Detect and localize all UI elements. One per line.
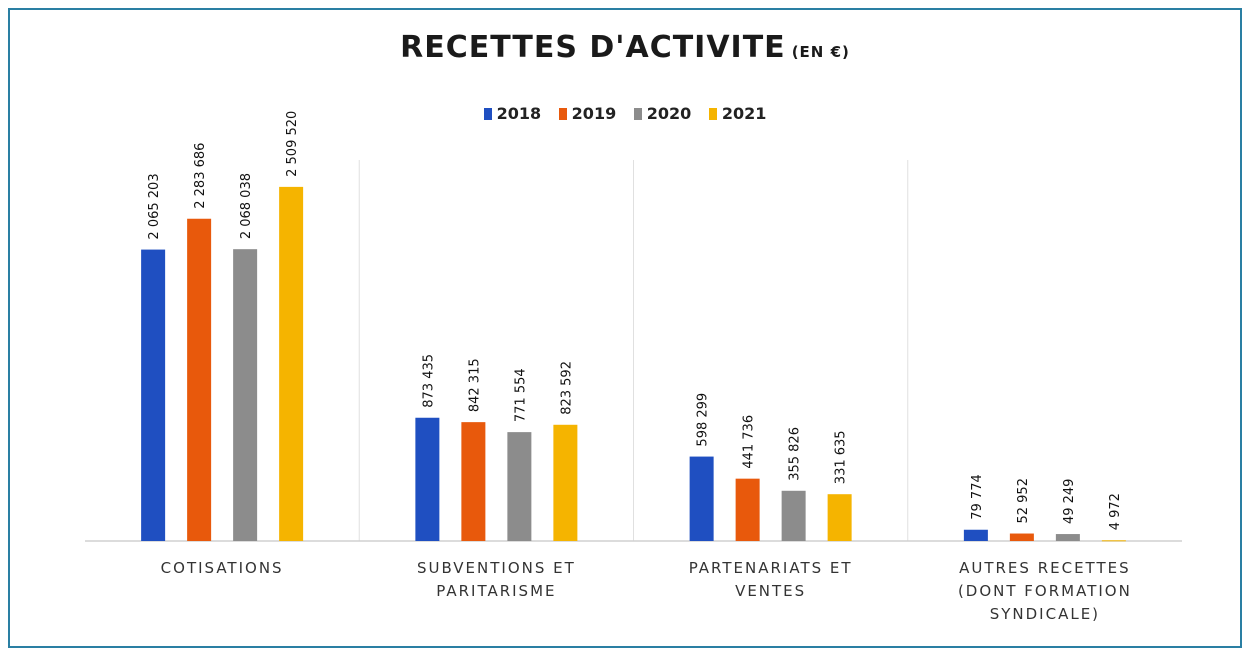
data-label: 52 952	[1016, 478, 1031, 524]
legend-label: 2020	[646, 104, 692, 123]
bar-2018	[963, 529, 988, 541]
legend-swatch	[633, 108, 642, 120]
bar-chart-svg: 2 065 203 2 283 686 2 068 038 2 509 520 COTI…	[85, 111, 1182, 623]
bar-2021	[279, 186, 304, 541]
bar-2019	[735, 478, 760, 541]
legend-label: 2021	[721, 104, 767, 123]
bar-2019	[187, 218, 212, 542]
legend-label: 2018	[496, 104, 542, 123]
bar-2020	[1055, 534, 1080, 541]
chart-legend: 2018 2019 2020 2021	[0, 104, 1250, 123]
legend-item-2018: 2018	[483, 104, 542, 123]
bar-2021	[553, 424, 578, 541]
data-label: 2 509 520	[285, 111, 300, 177]
category-label: PARITARISME	[436, 582, 556, 600]
bar-2021	[827, 494, 852, 541]
category-label: SYNDICALE)	[990, 605, 1100, 623]
bar-2018	[141, 249, 166, 541]
data-label: 355 826	[788, 427, 803, 481]
data-label: 441 736	[742, 415, 757, 469]
data-label: 2 065 203	[147, 173, 162, 239]
bar-2020	[781, 490, 806, 541]
category-label: VENTES	[735, 582, 806, 600]
legend-label: 2019	[571, 104, 617, 123]
chart-title-main: RECETTES D'ACTIVITE	[400, 30, 786, 65]
data-label: 79 774	[970, 474, 985, 520]
category-label: COTISATIONS	[161, 559, 284, 577]
bar-2019	[461, 422, 486, 541]
legend-item-2020: 2020	[633, 104, 692, 123]
data-label: 842 315	[467, 358, 482, 412]
legend-swatch	[708, 108, 717, 120]
bar-2019	[1009, 533, 1034, 541]
data-label: 2 283 686	[193, 143, 208, 209]
bar-2018	[689, 456, 714, 541]
data-label: 598 299	[696, 393, 711, 447]
category-label: (DONT FORMATION	[958, 582, 1132, 600]
data-label: 2 068 038	[239, 173, 254, 239]
legend-item-2021: 2021	[708, 104, 767, 123]
legend-swatch	[558, 108, 567, 120]
bar-2018	[415, 417, 440, 541]
category-label: PARTENARIATS ET	[689, 559, 853, 577]
data-label: 331 635	[834, 430, 849, 484]
data-label: 771 554	[513, 368, 528, 422]
chart-title: RECETTES D'ACTIVITE (EN €)	[0, 30, 1250, 65]
data-label: 49 249	[1062, 479, 1077, 525]
data-label: 4 972	[1108, 493, 1123, 530]
data-label: 873 435	[421, 354, 436, 408]
bar-2021	[1101, 540, 1126, 542]
bar-2020	[507, 432, 532, 541]
legend-item-2019: 2019	[558, 104, 617, 123]
data-label: 823 592	[559, 361, 574, 415]
category-label: AUTRES RECETTES	[959, 559, 1131, 577]
chart-title-unit: (EN €)	[791, 43, 850, 61]
legend-swatch	[483, 108, 492, 120]
bar-2020	[233, 249, 258, 541]
category-label: SUBVENTIONS ET	[417, 559, 576, 577]
